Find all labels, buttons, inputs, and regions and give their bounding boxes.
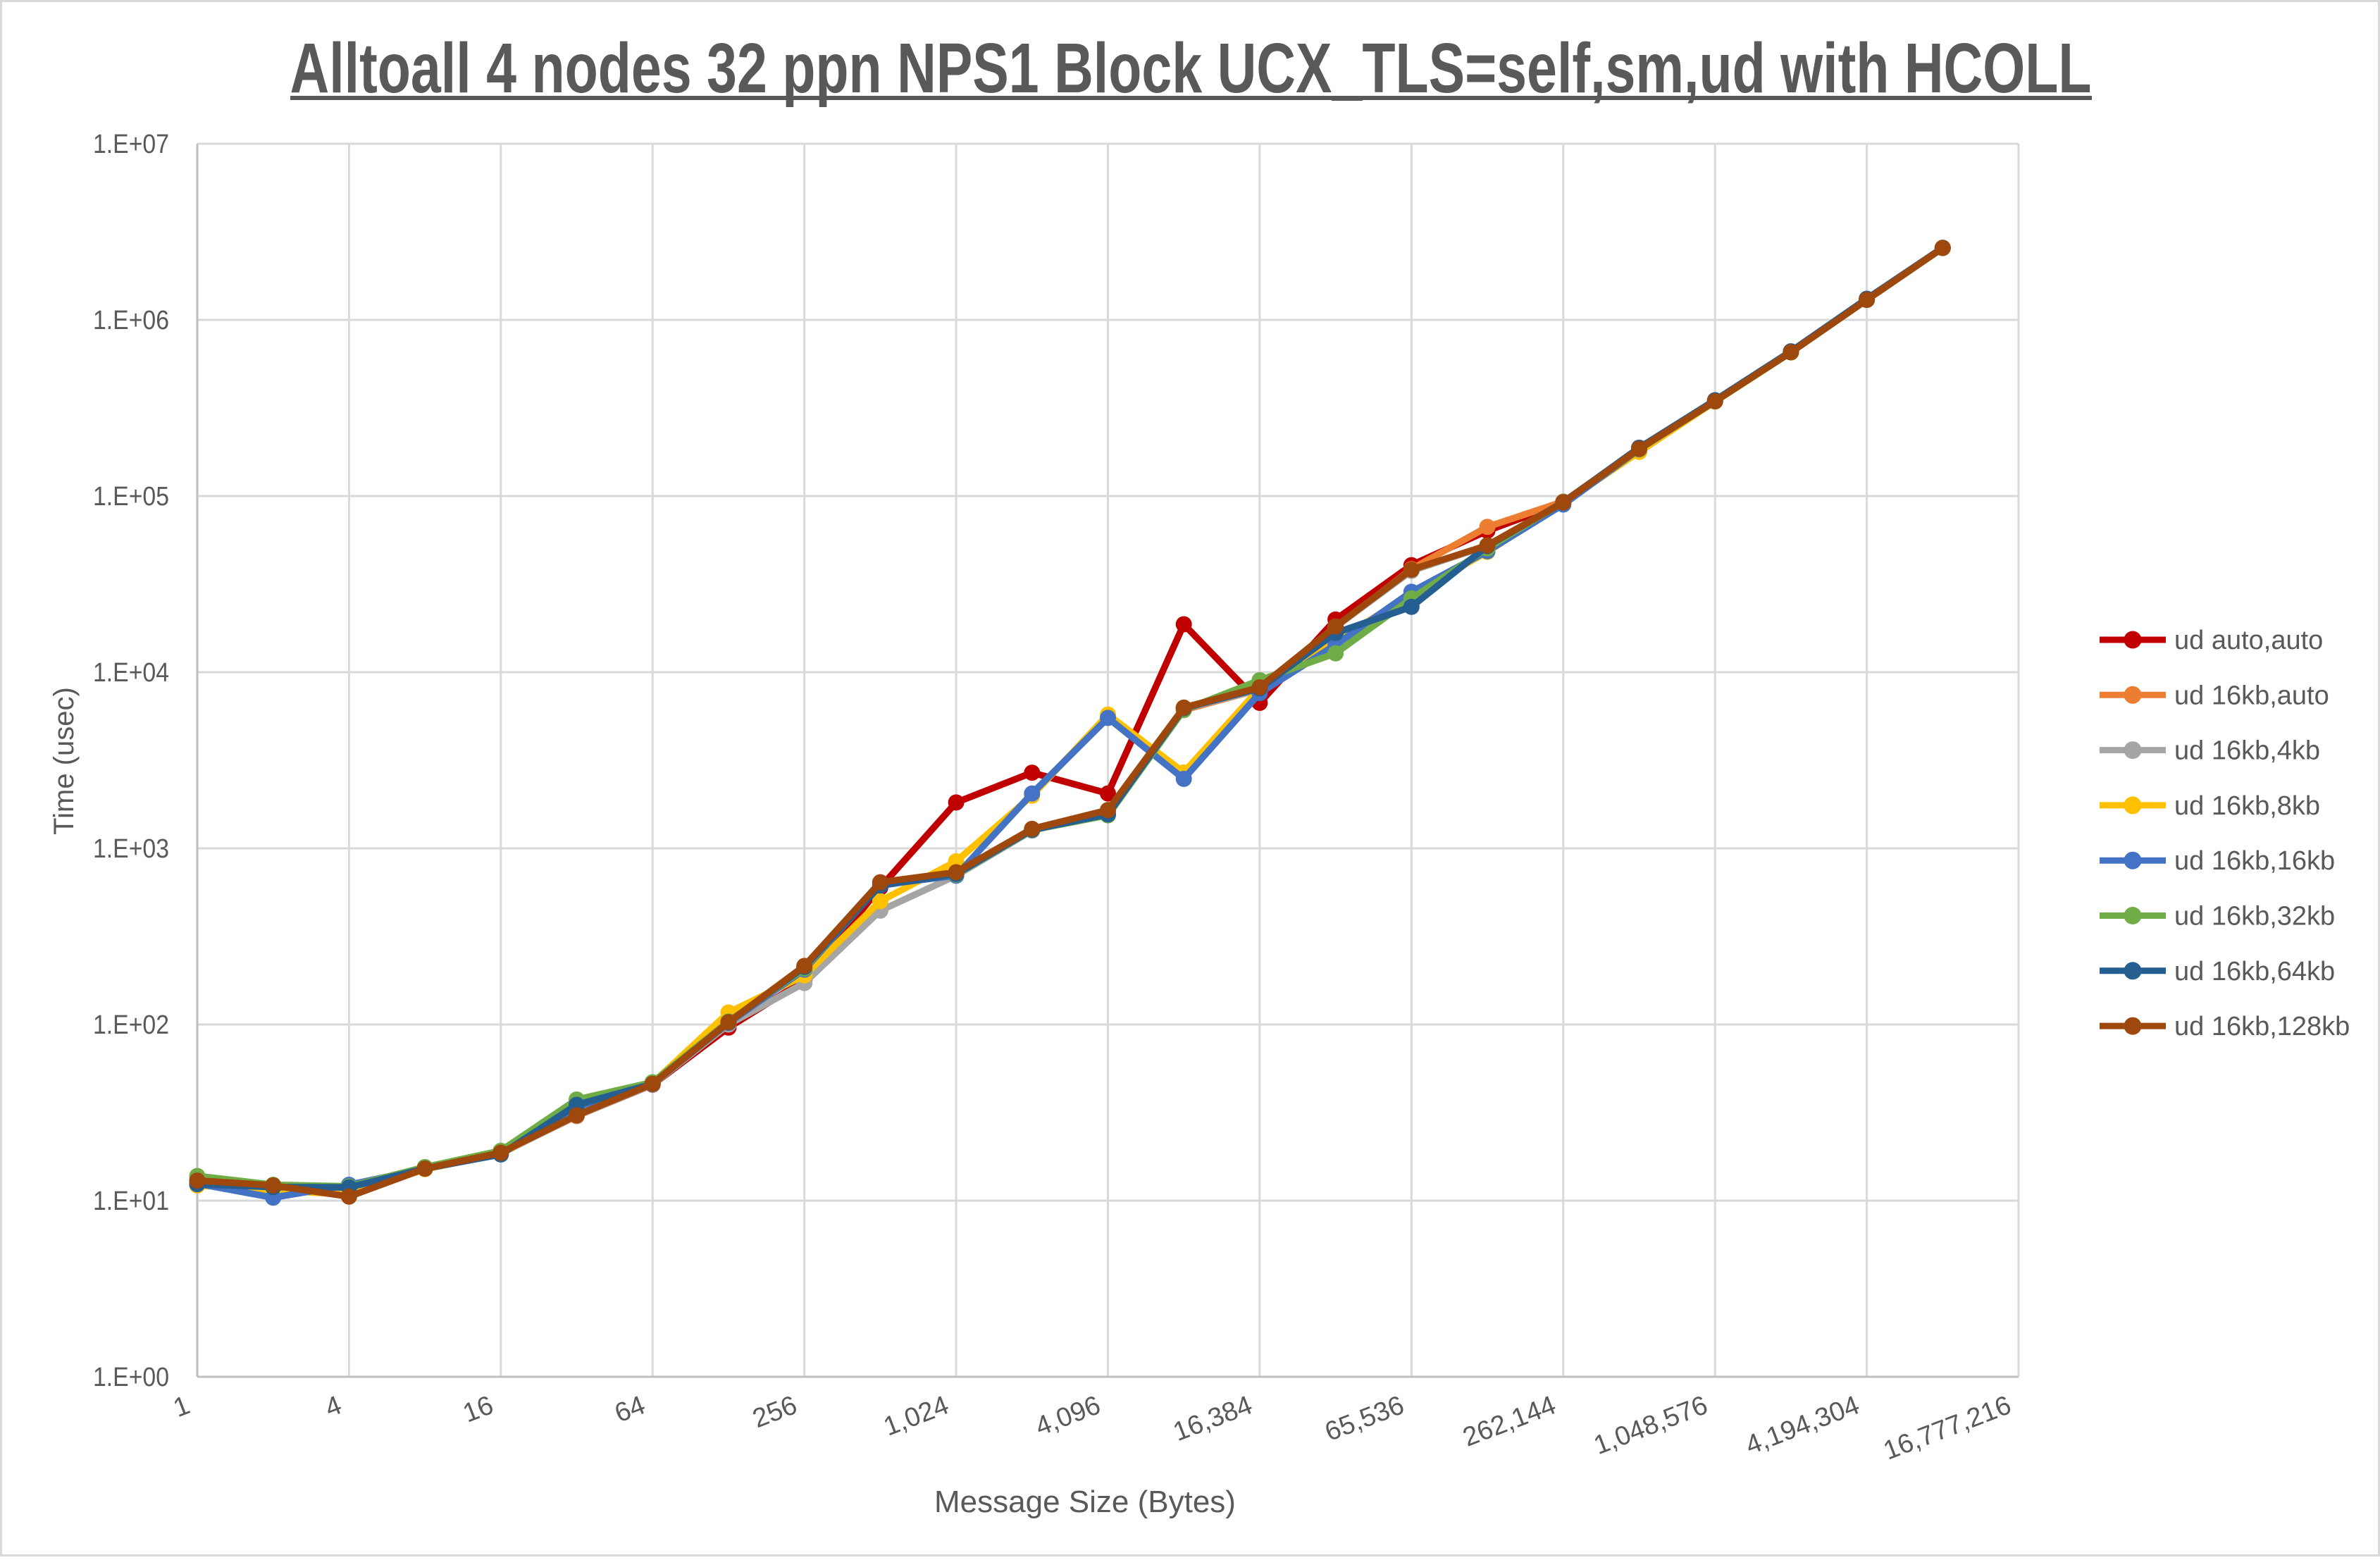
svg-text:1.E+03: 1.E+03 (93, 834, 169, 864)
svg-text:ud 16kb,8kb: ud 16kb,8kb (2174, 791, 2320, 821)
svg-text:ud auto,auto: ud auto,auto (2174, 626, 2323, 655)
svg-text:ud 16kb,64kb: ud 16kb,64kb (2174, 957, 2335, 986)
svg-text:ud 16kb,128kb: ud 16kb,128kb (2174, 1012, 2350, 1041)
svg-text:1.E+02: 1.E+02 (93, 1010, 169, 1040)
svg-text:Alltoall 4 nodes 32 ppn NPS1 B: Alltoall 4 nodes 32 ppn NPS1 Block UCX_T… (290, 29, 2092, 108)
svg-text:1.E+06: 1.E+06 (93, 306, 169, 335)
svg-text:1.E+00: 1.E+00 (93, 1363, 169, 1392)
svg-text:ud 16kb,4kb: ud 16kb,4kb (2174, 736, 2320, 766)
svg-text:1.E+07: 1.E+07 (93, 130, 169, 159)
svg-text:1.E+05: 1.E+05 (93, 482, 169, 512)
svg-text:1.E+01: 1.E+01 (93, 1187, 169, 1216)
svg-text:ud 16kb,auto: ud 16kb,auto (2174, 681, 2329, 710)
svg-text:1.E+04: 1.E+04 (93, 658, 169, 688)
svg-text:Message Size (Bytes): Message Size (Bytes) (934, 1485, 1236, 1519)
svg-text:ud 16kb,32kb: ud 16kb,32kb (2174, 902, 2335, 931)
svg-text:ud 16kb,16kb: ud 16kb,16kb (2174, 846, 2335, 876)
svg-text:Time (usec): Time (usec) (49, 687, 80, 835)
